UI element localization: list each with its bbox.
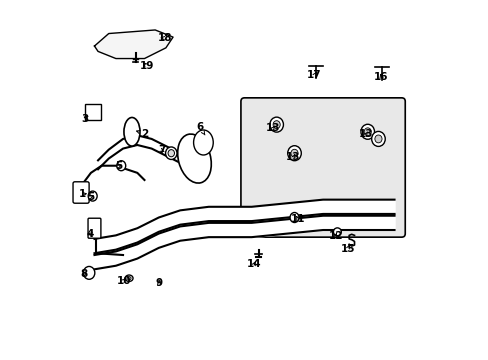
- Ellipse shape: [165, 147, 177, 159]
- Ellipse shape: [364, 128, 370, 136]
- Text: 15: 15: [340, 244, 355, 253]
- Ellipse shape: [374, 135, 381, 143]
- Text: 1: 1: [78, 189, 86, 199]
- Ellipse shape: [193, 130, 213, 155]
- Ellipse shape: [371, 131, 385, 147]
- Text: 5: 5: [115, 161, 122, 171]
- FancyBboxPatch shape: [88, 218, 101, 238]
- Text: 17: 17: [306, 70, 321, 80]
- Text: 10: 10: [116, 276, 131, 286]
- Text: 4: 4: [86, 229, 94, 239]
- Ellipse shape: [83, 266, 95, 279]
- Ellipse shape: [88, 191, 97, 201]
- Ellipse shape: [290, 149, 298, 157]
- Text: 12: 12: [327, 231, 342, 242]
- Ellipse shape: [123, 117, 140, 146]
- Text: 13: 13: [358, 129, 372, 139]
- Polygon shape: [94, 30, 173, 59]
- Ellipse shape: [127, 276, 131, 280]
- Text: 16: 16: [373, 72, 388, 82]
- FancyBboxPatch shape: [73, 182, 89, 203]
- Text: 14: 14: [247, 258, 261, 269]
- Text: 13: 13: [265, 123, 280, 133]
- Ellipse shape: [360, 124, 374, 139]
- Text: 2: 2: [136, 129, 148, 139]
- FancyBboxPatch shape: [84, 104, 101, 120]
- Text: 9: 9: [155, 278, 163, 288]
- Ellipse shape: [269, 117, 283, 132]
- Ellipse shape: [168, 150, 174, 157]
- Text: 18: 18: [157, 33, 172, 43]
- Text: 5: 5: [87, 192, 94, 202]
- Text: 19: 19: [140, 62, 154, 71]
- Text: 13: 13: [285, 153, 300, 162]
- Ellipse shape: [289, 212, 298, 222]
- Text: 7: 7: [158, 145, 165, 156]
- Text: 8: 8: [80, 269, 87, 279]
- FancyBboxPatch shape: [241, 98, 405, 237]
- Ellipse shape: [333, 228, 341, 236]
- Text: 6: 6: [196, 122, 204, 135]
- Ellipse shape: [125, 275, 133, 282]
- Ellipse shape: [117, 161, 125, 171]
- Text: 3: 3: [81, 113, 88, 123]
- Ellipse shape: [272, 121, 280, 129]
- Ellipse shape: [287, 146, 301, 161]
- Text: 11: 11: [290, 214, 305, 224]
- Ellipse shape: [177, 134, 211, 183]
